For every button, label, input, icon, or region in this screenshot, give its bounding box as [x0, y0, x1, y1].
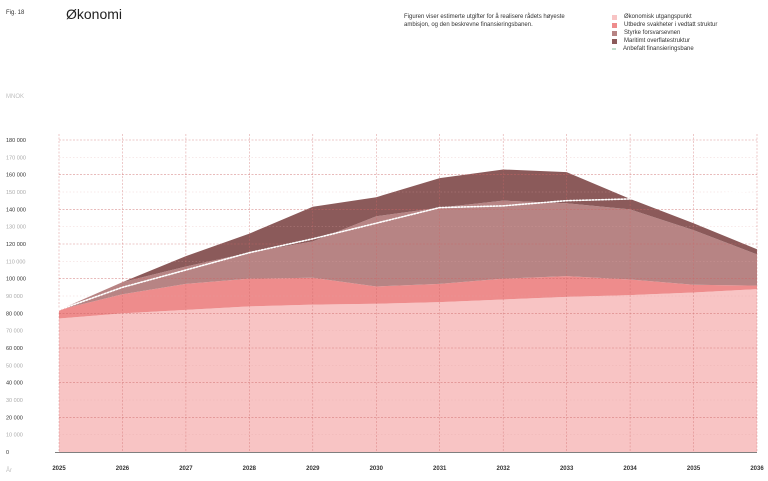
area-series-2 [59, 276, 757, 319]
x-tick-label: 2035 [687, 466, 701, 472]
legend-label: Utbedre svakheter i vedtatt struktur [624, 22, 718, 28]
x-tick-label: 2036 [750, 466, 764, 472]
y-tick-label: 130 000 [6, 225, 26, 231]
x-tick-label: 2031 [433, 466, 447, 472]
financing-line-group [58, 189, 758, 311]
y-tick-label: 160 000 [6, 173, 26, 179]
legend-item-maritimt-overflatestruktur: Maritimt overflatestruktur [612, 37, 717, 45]
y-tick-label: 100 000 [6, 277, 26, 283]
area-layers [59, 169, 757, 452]
x-tick-label: 2034 [623, 466, 637, 472]
x-tick-label: 2029 [306, 466, 320, 472]
y-tick-label: 60 000 [6, 346, 23, 352]
y-tick-label: 80 000 [6, 311, 23, 317]
figure-title: Økonomi [66, 6, 123, 22]
y-axis-unit-label: MNOK [6, 94, 24, 100]
y-tick-label: 50 000 [6, 363, 23, 369]
area-series-4 [59, 169, 757, 310]
y-tick-label: 40 000 [6, 381, 23, 387]
x-tick-label: 2032 [497, 466, 511, 472]
legend-swatch [612, 22, 617, 28]
area-series-1 [59, 289, 757, 452]
legend-swatch [612, 14, 617, 20]
figure-description: Figuren viser estimerte utgifter for å r… [404, 14, 565, 28]
figure-label: Fig. 18 [6, 10, 25, 16]
x-tick-labels: 2025 2026 2027 2028 2029 2030 2031 2032 2033 2034… [52, 466, 764, 472]
y-tick-label: 140 000 [6, 207, 26, 213]
financing-line [58, 189, 758, 311]
legend-item-utbedre-svakheter: Utbedre svakheter i vedtatt struktur [612, 21, 717, 29]
x-tick-label: 2033 [560, 466, 574, 472]
x-tick-label: 2028 [243, 466, 257, 472]
legend-swatch [612, 38, 617, 44]
grid-lines [55, 134, 758, 453]
y-tick-label: 170 000 [6, 155, 26, 161]
legend-label: Anbefalt finansieringsbane [623, 46, 694, 52]
legend-swatch [612, 30, 617, 36]
chart-legend: Økonomisk utgangspunkt Utbedre svakheter… [612, 13, 717, 53]
y-tick-label: 90 000 [6, 294, 23, 300]
legend-item-anbefalt-finansieringsbane: Anbefalt finansieringsbane [612, 45, 717, 53]
y-tick-label: 70 000 [6, 329, 23, 335]
legend-swatch [612, 48, 616, 50]
y-tick-label: 150 000 [6, 190, 26, 196]
y-tick-labels: 0 10 000 20 000 30 000 40 000 50 000 60 000 70 … [6, 138, 26, 456]
y-tick-label: 120 000 [6, 242, 26, 248]
legend-label: Økonomisk utgangspunkt [624, 14, 692, 20]
y-tick-label: 10 000 [6, 433, 23, 439]
x-tick-label: 2030 [370, 466, 384, 472]
legend-label: Styrke forsvarsevnen [624, 30, 681, 36]
y-tick-label: 20 000 [6, 415, 23, 421]
area-series-3 [59, 200, 757, 310]
x-axis-unit-label: År [6, 467, 12, 474]
y-tick-label: 110 000 [6, 259, 25, 265]
legend-item-styrke-forsvarsevnen: Styrke forsvarsevnen [612, 29, 717, 37]
x-tick-label: 2025 [52, 466, 66, 472]
x-tick-label: 2027 [179, 466, 193, 472]
y-tick-label: 0 [6, 450, 9, 456]
y-tick-label: 30 000 [6, 398, 23, 404]
x-tick-label: 2026 [116, 466, 130, 472]
legend-label: Maritimt overflatestruktur [624, 38, 691, 44]
legend-item-okonomisk-utgangspunkt: Økonomisk utgangspunkt [612, 13, 717, 21]
y-tick-label: 180 000 [6, 138, 26, 144]
